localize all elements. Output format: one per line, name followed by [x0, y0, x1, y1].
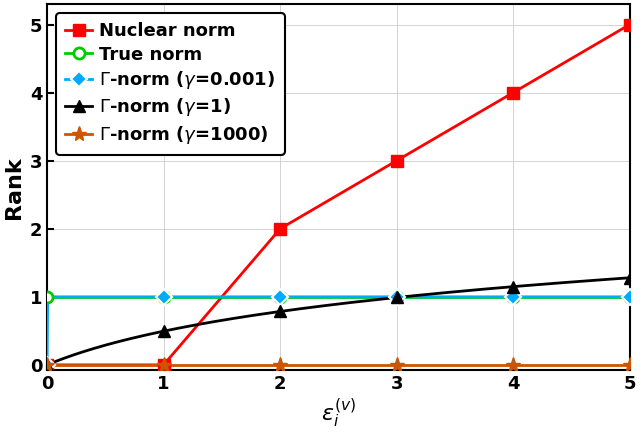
Legend: Nuclear norm, True norm, $\Gamma$-norm ($\gamma$=0.001), $\Gamma$-norm ($\gamma$: Nuclear norm, True norm, $\Gamma$-norm (… [56, 13, 285, 155]
Y-axis label: Rank: Rank [4, 156, 24, 219]
X-axis label: $\epsilon_i^{(v)}$: $\epsilon_i^{(v)}$ [321, 396, 356, 429]
